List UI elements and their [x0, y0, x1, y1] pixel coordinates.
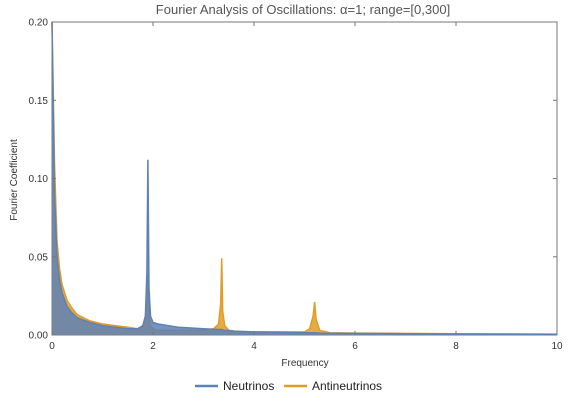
chart-title: Fourier Analysis of Oscillations: α=1; r…: [156, 2, 450, 17]
y-tick-label: 0.15: [29, 96, 49, 107]
y-tick-label: 0.00: [29, 331, 49, 342]
x-tick-label: 8: [453, 341, 459, 352]
x-axis-label: Frequency: [281, 358, 328, 369]
series-area-neutrinos: [52, 22, 557, 335]
x-tick-label: 2: [150, 341, 156, 352]
legend: Neutrinos Antineutrinos: [195, 379, 382, 393]
x-tick-label: 6: [352, 341, 358, 352]
y-tick-label: 0.20: [29, 18, 49, 29]
x-tick-label: 0: [49, 341, 55, 352]
series-area-antineutrinos: [52, 22, 557, 335]
plot-frame: [51, 21, 558, 336]
x-tick-label: 4: [251, 341, 257, 352]
x-tick-label: 10: [551, 341, 563, 352]
series-layer: [51, 21, 558, 336]
ticks-layer: 0 2 4 6 8 10 0.00 0.05 0.10 0.15 0.20: [29, 18, 563, 353]
plot-area: 0 2 4 6 8 10 0.00 0.05 0.10 0.15 0.20: [29, 18, 563, 353]
series-line-antineutrinos: [51, 21, 558, 335]
legend-label-neutrinos: Neutrinos: [223, 379, 274, 393]
y-axis-label: Fourier Coefficient: [9, 139, 20, 221]
legend-label-antineutrinos: Antineutrinos: [312, 379, 382, 393]
y-tick-label: 0.05: [29, 252, 49, 263]
series-line-neutrinos: [51, 21, 558, 336]
y-tick-label: 0.10: [29, 174, 49, 185]
